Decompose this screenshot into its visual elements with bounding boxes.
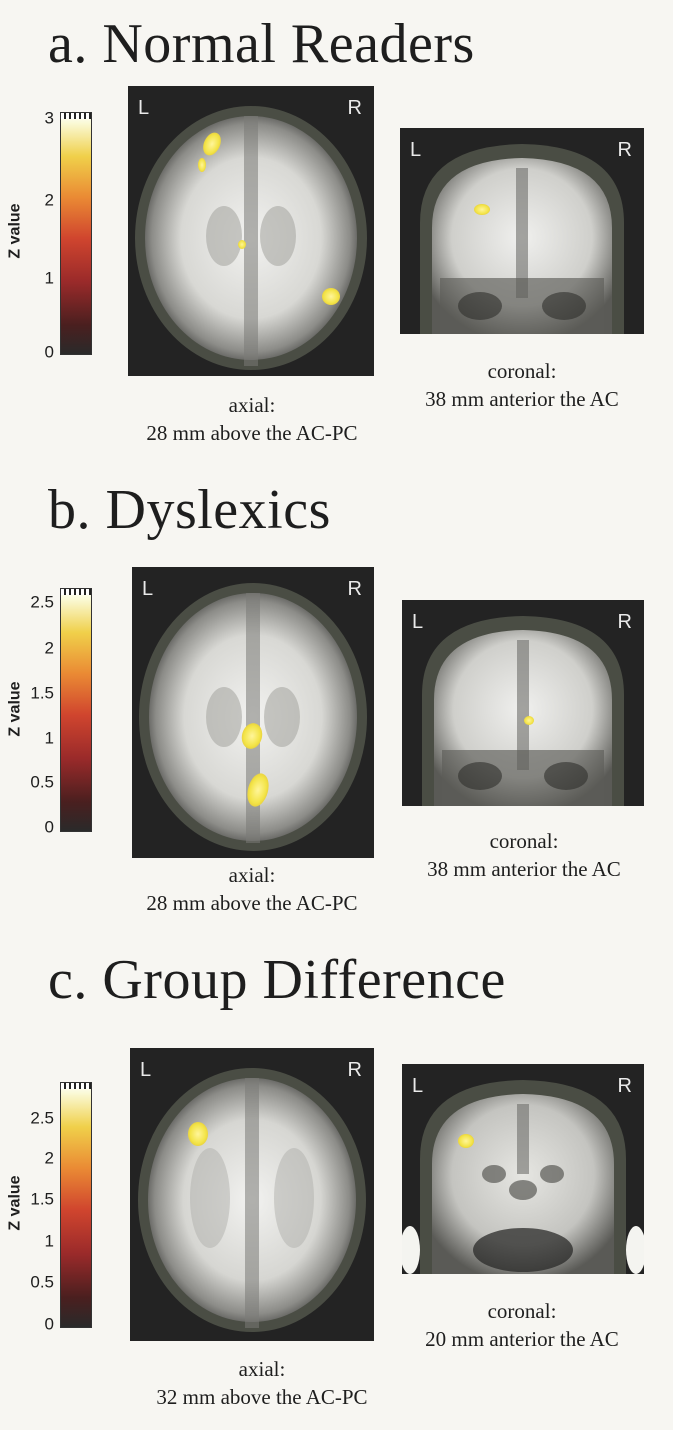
right-marker: R bbox=[617, 139, 632, 161]
colorbar-tick: 1 bbox=[44, 268, 54, 288]
colorbar-tick: 2.5 bbox=[30, 592, 54, 612]
axial-caption: axial: 28 mm above the AC-PC bbox=[122, 862, 382, 917]
caption-line: 38 mm anterior the AC bbox=[425, 386, 619, 411]
panel-normal-readers: a. Normal Readers 3 2 1 0 Z value L R bbox=[0, 0, 673, 460]
caption-line: 38 mm anterior the AC bbox=[427, 856, 621, 881]
panel-title: a. Normal Readers bbox=[48, 13, 475, 75]
colorbar-tick: 2.5 bbox=[30, 1108, 54, 1128]
right-marker: R bbox=[347, 1059, 362, 1081]
left-marker: L bbox=[412, 1075, 424, 1097]
colorbar: 2.5 2 1.5 1 0.5 0 Z value bbox=[7, 1082, 92, 1333]
coronal-brain-image bbox=[402, 1080, 644, 1274]
left-marker: L bbox=[412, 611, 424, 633]
axial-slice: L R bbox=[132, 567, 374, 858]
colorbar: 2.5 2 1.5 1 0.5 0 Z value bbox=[7, 588, 92, 836]
panel-title: c. Group Difference bbox=[48, 949, 506, 1011]
left-marker: L bbox=[138, 97, 150, 119]
axial-brain-image bbox=[135, 106, 367, 370]
panel-dyslexics: b. Dyslexics 2.5 2 1.5 1 0.5 0 Z value L… bbox=[7, 479, 654, 917]
colorbar-tick: 0.5 bbox=[30, 1272, 54, 1292]
colorbar-tick: 2 bbox=[44, 190, 54, 210]
activation-blob bbox=[238, 240, 246, 249]
colorbar-tick: 0.5 bbox=[30, 772, 54, 792]
coronal-brain-image bbox=[422, 616, 624, 806]
colorbar-tick: 2 bbox=[44, 1148, 54, 1168]
right-marker: R bbox=[347, 578, 362, 600]
activation-blob bbox=[458, 1134, 474, 1148]
colorbar-tick: 1.5 bbox=[30, 683, 54, 703]
colorbar-tick: 0 bbox=[44, 817, 54, 837]
axial-caption: axial: 28 mm above the AC-PC bbox=[122, 392, 382, 447]
panel-title: b. Dyslexics bbox=[48, 479, 331, 541]
colorbar-tick: 0 bbox=[44, 1314, 54, 1334]
right-marker: R bbox=[617, 611, 632, 633]
coronal-caption: coronal: 38 mm anterior the AC bbox=[392, 358, 652, 413]
colorbar-tick: 3 bbox=[44, 108, 54, 128]
coronal-caption: coronal: 38 mm anterior the AC bbox=[394, 828, 654, 883]
axial-caption: axial: 32 mm above the AC-PC bbox=[132, 1356, 392, 1411]
colorbar-gradient bbox=[60, 112, 92, 355]
coronal-slice: L R bbox=[400, 128, 644, 334]
colorbar-gradient bbox=[60, 588, 92, 832]
caption-line: coronal: bbox=[487, 1299, 557, 1323]
colorbar-tick: 1.5 bbox=[30, 1189, 54, 1209]
caption-line: 32 mm above the AC-PC bbox=[156, 1384, 368, 1409]
caption-line: axial: bbox=[228, 863, 276, 887]
coronal-slice: L R bbox=[402, 1064, 644, 1274]
caption-line: 28 mm above the AC-PC bbox=[146, 420, 358, 445]
caption-line: axial: bbox=[238, 1357, 286, 1381]
left-marker: L bbox=[142, 578, 154, 600]
activation-blob bbox=[322, 288, 340, 305]
left-marker: L bbox=[140, 1059, 152, 1081]
right-marker: R bbox=[347, 97, 362, 119]
axial-brain-image bbox=[139, 583, 367, 851]
activation-blob bbox=[198, 158, 206, 172]
caption-line: coronal: bbox=[487, 359, 557, 383]
activation-blob bbox=[474, 204, 490, 215]
colorbar-tick: 1 bbox=[44, 728, 54, 748]
colorbar: 3 2 1 0 Z value bbox=[7, 110, 92, 361]
colorbar-label: Z value bbox=[6, 1175, 24, 1231]
coronal-caption: coronal: 20 mm anterior the AC bbox=[392, 1298, 652, 1353]
axial-slice: L R bbox=[128, 86, 374, 376]
colorbar-gradient bbox=[60, 1082, 92, 1328]
colorbar-tick: 0 bbox=[44, 342, 54, 362]
caption-line: 20 mm anterior the AC bbox=[425, 1326, 619, 1351]
colorbar-tick: 2 bbox=[44, 638, 54, 658]
caption-line: 28 mm above the AC-PC bbox=[146, 890, 358, 915]
left-marker: L bbox=[410, 139, 422, 161]
axial-slice: L R bbox=[130, 1048, 374, 1341]
colorbar-tick: 1 bbox=[44, 1231, 54, 1251]
activation-blob bbox=[524, 716, 534, 725]
coronal-brain-image bbox=[420, 144, 624, 334]
coronal-slice: L R bbox=[402, 600, 644, 806]
axial-brain-image bbox=[138, 1068, 366, 1332]
caption-line: axial: bbox=[228, 393, 276, 417]
activation-blob bbox=[188, 1122, 208, 1146]
caption-line: coronal: bbox=[489, 829, 559, 853]
right-marker: R bbox=[617, 1075, 632, 1097]
